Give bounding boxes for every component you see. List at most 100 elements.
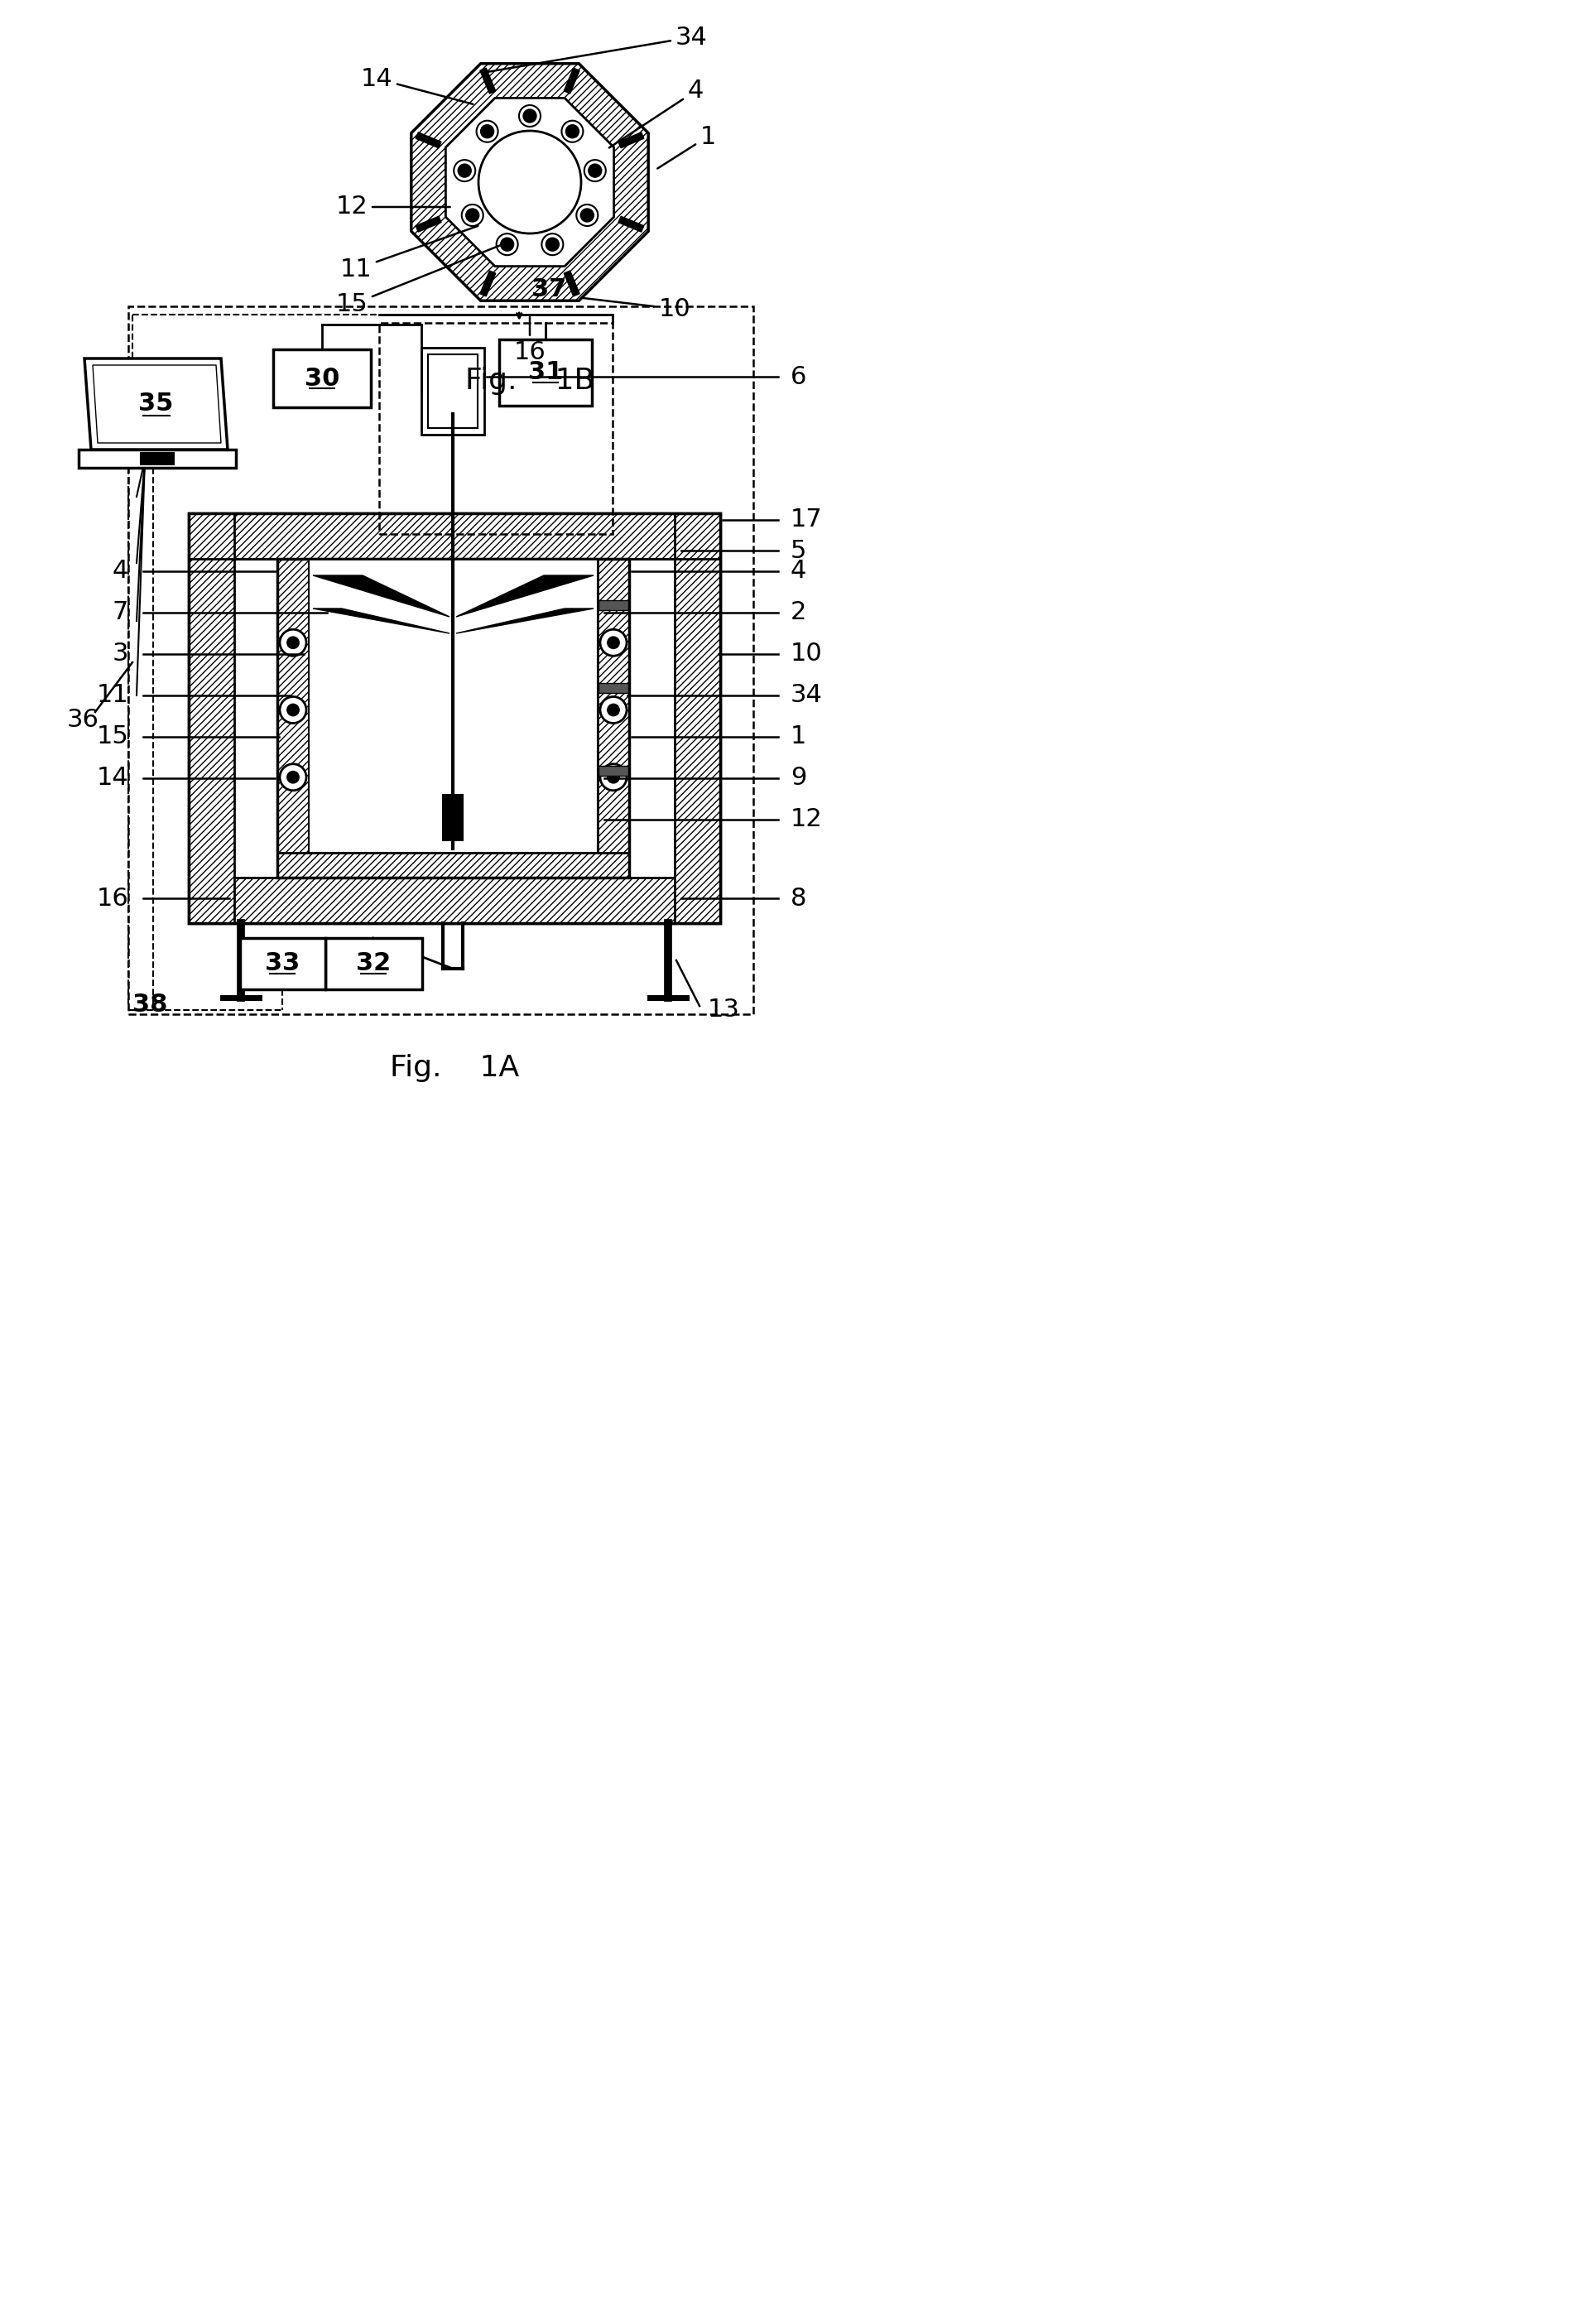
Circle shape [523, 109, 536, 123]
Circle shape [565, 125, 579, 139]
Circle shape [600, 697, 627, 724]
Bar [188, 514, 720, 923]
Circle shape [608, 636, 619, 648]
Circle shape [600, 764, 627, 791]
Circle shape [279, 629, 306, 655]
Bar [428, 354, 477, 428]
Bar [618, 215, 643, 231]
Bar [140, 454, 174, 465]
Polygon shape [456, 576, 594, 618]
Polygon shape [412, 62, 648, 301]
Text: 10: 10 [790, 641, 822, 666]
Circle shape [458, 164, 471, 178]
Text: 6: 6 [790, 366, 806, 389]
Bar [563, 271, 579, 296]
Circle shape [279, 697, 306, 724]
Bar [188, 514, 720, 923]
Text: 4: 4 [790, 560, 806, 583]
Circle shape [287, 703, 298, 715]
Polygon shape [85, 359, 228, 449]
Bar [188, 514, 720, 560]
Bar [326, 937, 423, 990]
Text: 12: 12 [790, 808, 822, 831]
Circle shape [581, 208, 594, 222]
Text: 32: 32 [356, 951, 391, 977]
Circle shape [541, 234, 563, 255]
Text: 14: 14 [361, 67, 472, 104]
Text: 17: 17 [790, 507, 822, 532]
Text: 1: 1 [658, 125, 715, 169]
Text: 37: 37 [531, 278, 567, 301]
Text: 4: 4 [610, 79, 704, 148]
Bar [273, 349, 370, 407]
Circle shape [608, 771, 619, 782]
Bar [239, 937, 326, 990]
Bar [563, 67, 579, 93]
Bar [421, 347, 484, 435]
Text: 11: 11 [96, 683, 128, 708]
Circle shape [477, 120, 498, 141]
Bar [480, 67, 496, 93]
Text: 4: 4 [112, 560, 128, 583]
Bar [278, 560, 629, 877]
Bar [278, 854, 629, 877]
Bar [415, 215, 440, 231]
Circle shape [287, 636, 298, 648]
Circle shape [496, 234, 519, 255]
Circle shape [287, 771, 298, 782]
Circle shape [479, 132, 581, 234]
Circle shape [466, 208, 479, 222]
Bar [598, 683, 629, 692]
Text: Fig.    1A: Fig. 1A [389, 1053, 519, 1083]
Text: 9: 9 [790, 766, 806, 791]
Bar [188, 877, 720, 923]
Bar [598, 766, 629, 775]
Bar [442, 794, 463, 840]
Bar [675, 514, 720, 923]
Polygon shape [313, 609, 450, 634]
Circle shape [600, 629, 627, 655]
Bar [618, 132, 643, 148]
Text: 8: 8 [790, 886, 806, 909]
Polygon shape [445, 97, 614, 266]
Text: Fig.    1B: Fig. 1B [464, 366, 594, 396]
Text: 36: 36 [67, 708, 99, 731]
Circle shape [589, 164, 602, 178]
Text: 34: 34 [790, 683, 822, 708]
Circle shape [461, 204, 484, 227]
Circle shape [546, 238, 559, 250]
Bar [278, 560, 308, 877]
Bar [597, 560, 629, 877]
Text: 15: 15 [335, 243, 508, 317]
Circle shape [501, 238, 514, 250]
Text: 12: 12 [335, 194, 450, 220]
Text: 2: 2 [790, 602, 806, 625]
Text: 10: 10 [583, 296, 691, 322]
Bar [188, 514, 235, 923]
Bar [78, 449, 236, 467]
Circle shape [608, 703, 619, 715]
Text: 31: 31 [528, 361, 563, 384]
Text: 14: 14 [96, 766, 128, 791]
Text: 30: 30 [305, 366, 340, 391]
Text: 1: 1 [790, 724, 806, 750]
Text: 11: 11 [340, 227, 477, 280]
Bar [128, 305, 753, 1014]
Circle shape [453, 160, 476, 180]
Polygon shape [93, 366, 220, 442]
Bar [380, 324, 613, 535]
Circle shape [519, 104, 541, 127]
Circle shape [279, 764, 306, 791]
Bar [500, 340, 592, 405]
Text: 15: 15 [96, 724, 128, 750]
Text: 33: 33 [265, 951, 300, 977]
Text: 5: 5 [790, 539, 806, 562]
Text: 16: 16 [96, 886, 128, 909]
Text: 13: 13 [707, 997, 741, 1023]
Polygon shape [313, 576, 450, 618]
Text: 38: 38 [132, 993, 168, 1016]
Bar [415, 132, 440, 148]
Bar [598, 599, 629, 611]
Text: 35: 35 [139, 391, 174, 417]
Text: 16: 16 [514, 317, 546, 363]
